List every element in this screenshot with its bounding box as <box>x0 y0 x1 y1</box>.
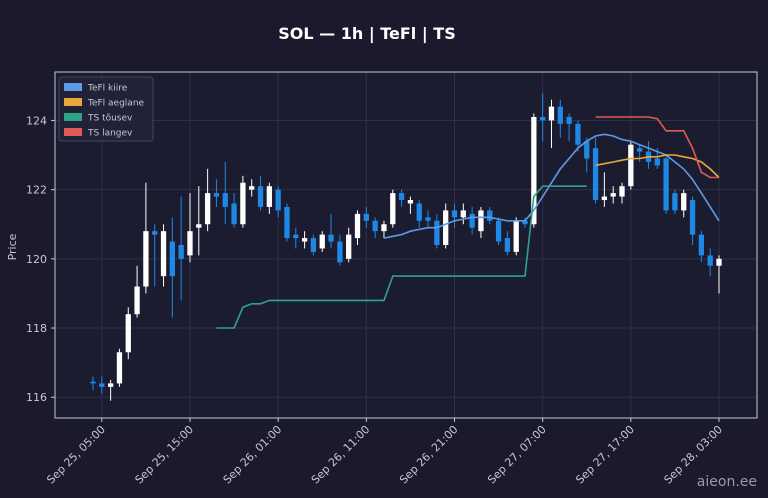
legend-swatch <box>64 128 82 136</box>
candle-body <box>460 210 466 218</box>
candle-body <box>169 241 175 277</box>
candle-body <box>240 182 246 225</box>
legend-swatch <box>64 113 82 121</box>
candle-body <box>584 141 590 159</box>
candle-body <box>557 106 563 124</box>
candle-body <box>504 238 511 252</box>
candle-body <box>257 186 264 207</box>
candle-body <box>266 186 272 207</box>
candle-body <box>487 210 493 221</box>
indicator-line <box>595 116 719 179</box>
candle-body <box>495 220 502 242</box>
candle-body <box>143 231 149 287</box>
candle-body <box>592 148 599 201</box>
candle-body <box>637 148 643 152</box>
candle-body <box>707 255 713 266</box>
candle-body <box>284 206 290 239</box>
candle-body <box>416 203 422 221</box>
candle-body <box>319 234 325 249</box>
candle-body <box>716 258 722 266</box>
candle-body <box>548 106 555 121</box>
candle-body <box>107 383 114 387</box>
candle-body <box>204 193 211 225</box>
y-axis-label: Price <box>6 233 19 260</box>
candle-body <box>540 116 546 121</box>
candle-body <box>90 381 96 384</box>
y-tick-label: 122 <box>26 184 47 197</box>
legend-label: TeFl aeglane <box>87 99 145 109</box>
candle-body <box>372 220 378 232</box>
candle-body <box>187 231 193 256</box>
candle-body <box>619 186 625 197</box>
candle-body <box>434 220 440 245</box>
candle-body <box>451 210 458 218</box>
legend-swatch <box>64 83 82 91</box>
candle-body <box>363 213 369 221</box>
plot-area <box>55 72 757 418</box>
candle-body <box>213 193 220 197</box>
candle-body <box>116 352 123 384</box>
candle-body <box>566 116 572 124</box>
candle-body <box>689 200 696 235</box>
candle-body <box>275 189 281 211</box>
legend-label: TS tõusev <box>87 114 133 124</box>
chart-title: SOL — 1h | TeFl | TS <box>278 24 455 44</box>
candle-body <box>125 314 131 353</box>
candle-body <box>293 234 299 239</box>
candle-body <box>354 213 361 239</box>
candle-body <box>310 238 317 252</box>
candle-body <box>178 245 184 259</box>
plot-border <box>54 71 758 419</box>
candle-body <box>152 231 158 235</box>
candle-body <box>99 383 105 387</box>
candle-body <box>249 186 255 190</box>
candle-body <box>575 123 581 145</box>
candle-body <box>531 116 537 225</box>
candle-body <box>407 200 414 204</box>
legend-label: TeFl kiire <box>87 84 128 94</box>
candle-body <box>478 210 484 232</box>
candle-body <box>425 217 431 221</box>
candle-body <box>196 224 202 228</box>
candle-body <box>301 238 308 242</box>
candle-body <box>443 210 449 245</box>
candle-body <box>522 220 528 225</box>
candle-body <box>628 144 634 187</box>
candle-body <box>231 203 237 225</box>
candle-body <box>601 196 608 201</box>
candle-body <box>663 158 669 211</box>
y-tick-label: 124 <box>26 114 47 127</box>
y-tick-label: 118 <box>26 322 47 335</box>
candle-body <box>381 224 387 232</box>
y-tick-label: 120 <box>26 253 47 266</box>
candle-body <box>469 213 475 228</box>
candle-body <box>654 158 660 166</box>
candle-body <box>672 193 678 211</box>
legend-label: TS langev <box>87 129 133 139</box>
candle-body <box>610 193 616 197</box>
candle-body <box>698 234 705 256</box>
candle-body <box>222 193 228 207</box>
candle-body <box>681 193 687 211</box>
indicator-line <box>595 154 720 179</box>
candle-body <box>390 193 396 225</box>
candle-body <box>160 231 167 277</box>
indicator-line <box>383 133 720 239</box>
indicator-line <box>216 185 587 329</box>
candle-body <box>398 193 405 201</box>
legend-swatch <box>64 98 82 106</box>
legend <box>58 76 154 142</box>
watermark: aieon.ee <box>697 474 757 490</box>
candle-body <box>346 234 352 259</box>
candle-body <box>134 286 140 315</box>
candle-body <box>328 234 334 242</box>
candle-body <box>513 220 519 252</box>
candle-body <box>337 241 343 263</box>
y-tick-label: 116 <box>26 391 47 404</box>
